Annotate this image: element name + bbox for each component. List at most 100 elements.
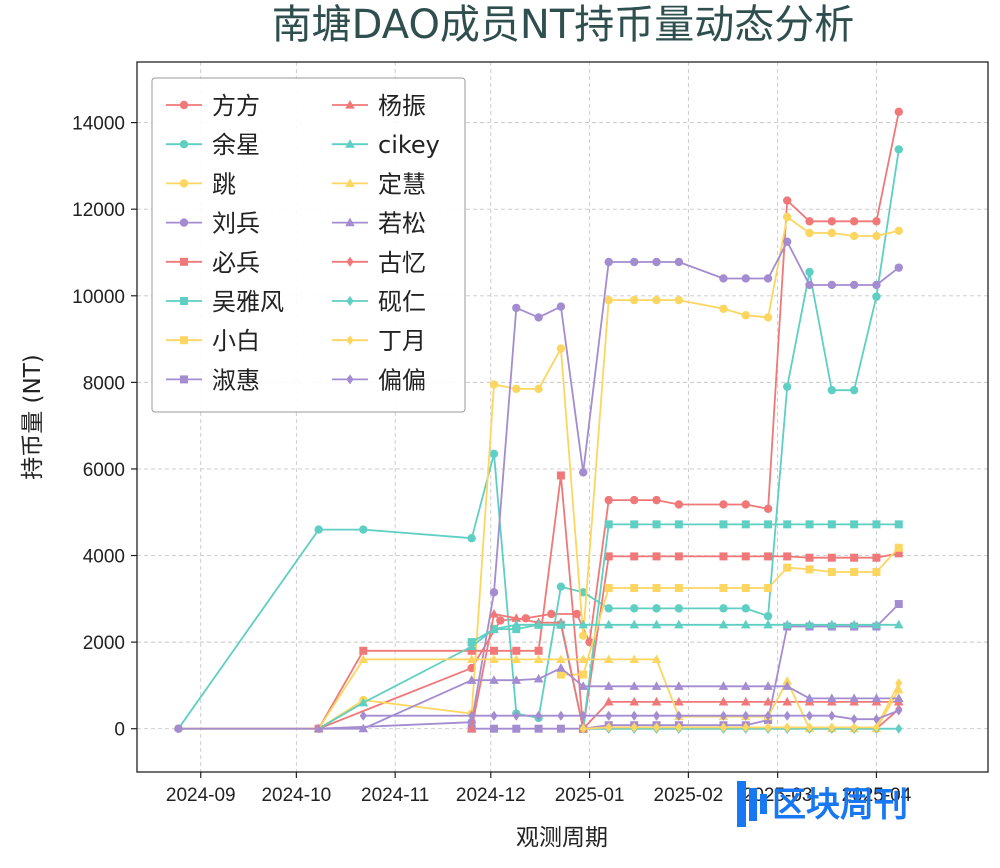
data-point	[572, 609, 582, 619]
data-point	[314, 525, 323, 534]
data-point	[534, 646, 543, 655]
legend-entry: cikey	[332, 131, 440, 159]
data-point	[763, 619, 773, 629]
data-point	[719, 722, 728, 733]
data-point	[547, 609, 556, 619]
legend-swatch-marker	[345, 217, 355, 227]
data-point	[604, 257, 613, 267]
data-point	[783, 552, 792, 561]
y-tick-label: 8000	[83, 373, 125, 394]
data-point	[651, 681, 662, 690]
data-point	[466, 723, 477, 733]
data-point	[534, 724, 543, 733]
data-point	[533, 619, 544, 629]
series-2	[174, 145, 903, 733]
data-point	[630, 710, 638, 721]
data-point	[358, 697, 369, 707]
data-point	[674, 520, 683, 529]
legend-label: 定慧	[378, 170, 426, 198]
data-point	[872, 280, 881, 290]
data-point	[849, 231, 859, 241]
data-point	[511, 613, 522, 622]
data-point	[496, 616, 505, 625]
series-9	[466, 608, 904, 733]
data-point	[675, 722, 683, 733]
data-point	[763, 504, 773, 513]
series-7	[556, 543, 903, 679]
data-point	[629, 654, 640, 664]
legend-swatch-marker	[179, 218, 189, 227]
legend-entry: 砚仁	[332, 288, 426, 316]
data-point	[466, 641, 477, 651]
data-point	[850, 553, 859, 562]
data-point	[850, 567, 859, 576]
data-point	[604, 584, 613, 593]
legend-label: 必兵	[212, 249, 260, 277]
x-tick-label: 2025-02	[654, 785, 724, 806]
data-point	[489, 588, 499, 597]
data-point	[827, 567, 836, 576]
data-point	[652, 722, 661, 733]
data-point	[719, 552, 728, 561]
series-line	[177, 149, 900, 730]
legend-swatch-marker	[180, 375, 188, 384]
data-point	[719, 520, 728, 529]
data-point	[630, 584, 639, 593]
data-point	[556, 619, 566, 629]
data-point	[359, 646, 368, 655]
data-point	[718, 696, 729, 706]
data-point	[764, 552, 773, 561]
y-tick-label: 10000	[72, 287, 125, 308]
data-point	[741, 520, 750, 529]
data-point	[603, 619, 614, 629]
data-point	[489, 654, 499, 664]
data-point	[741, 311, 750, 320]
data-point	[675, 710, 683, 721]
legend-entry: 方方	[166, 92, 260, 120]
data-point	[741, 584, 750, 593]
data-point	[893, 684, 904, 694]
data-point	[556, 670, 565, 679]
data-point	[783, 520, 792, 529]
data-point	[894, 549, 903, 558]
data-point	[579, 468, 588, 477]
data-point	[783, 237, 792, 246]
data-point	[533, 673, 544, 683]
data-point	[652, 710, 661, 721]
data-point	[579, 723, 587, 734]
data-point	[603, 654, 614, 664]
data-point	[894, 543, 903, 552]
series-8	[467, 600, 903, 733]
legend-label: 偏偏	[378, 366, 426, 394]
data-point	[556, 344, 566, 353]
data-point	[534, 710, 543, 721]
data-point	[603, 696, 614, 706]
series-line	[317, 474, 899, 730]
y-tick-label: 2000	[83, 633, 125, 654]
data-point	[827, 553, 836, 562]
data-point	[872, 714, 881, 725]
data-point	[764, 710, 772, 721]
watermark-text: 区块周刊	[772, 785, 908, 825]
data-point	[512, 303, 521, 313]
data-point	[490, 710, 498, 721]
data-point	[674, 584, 683, 593]
y-axis: 0 2000 4000 6000 8000 10000 12000 14000	[72, 114, 137, 741]
data-point	[782, 619, 793, 629]
data-point	[604, 604, 613, 613]
data-point	[674, 696, 684, 706]
data-point	[489, 624, 499, 633]
data-point	[741, 552, 750, 561]
data-point	[783, 212, 792, 222]
data-point	[805, 565, 814, 574]
chart-title: 南塘DAO成员NT持币量动态分析	[272, 2, 855, 48]
plot-frame	[136, 61, 989, 773]
legend-entry: 必兵	[166, 249, 260, 277]
data-point	[630, 722, 638, 733]
series-10	[313, 619, 904, 733]
data-point	[468, 710, 476, 721]
y-tick-label: 12000	[72, 200, 125, 221]
data-point	[804, 619, 815, 629]
data-point	[556, 663, 566, 672]
data-point	[579, 631, 588, 640]
